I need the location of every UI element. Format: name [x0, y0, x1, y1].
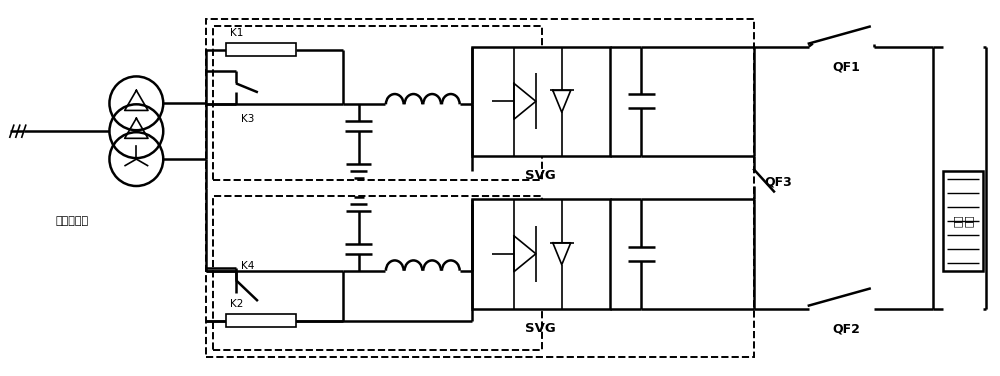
Text: K2: K2 — [230, 299, 243, 309]
Bar — [472, 199, 610, 309]
Text: K4: K4 — [241, 261, 254, 271]
Bar — [206, 19, 754, 357]
Text: K1: K1 — [230, 27, 243, 38]
Text: 整流变压器: 整流变压器 — [55, 216, 88, 226]
Text: QF3: QF3 — [764, 175, 792, 188]
Bar — [213, 196, 542, 350]
Text: K3: K3 — [241, 114, 254, 124]
Text: SVG: SVG — [525, 169, 556, 182]
Polygon shape — [553, 90, 571, 112]
Bar — [213, 26, 542, 180]
Bar — [226, 314, 296, 327]
Text: QF2: QF2 — [832, 323, 860, 335]
Bar — [943, 171, 983, 271]
Polygon shape — [553, 243, 571, 265]
Text: SVG: SVG — [525, 321, 556, 335]
Text: QF1: QF1 — [832, 61, 860, 73]
Bar — [226, 43, 296, 56]
Bar — [472, 47, 610, 156]
Text: 融冰
线路: 融冰 线路 — [952, 215, 974, 227]
